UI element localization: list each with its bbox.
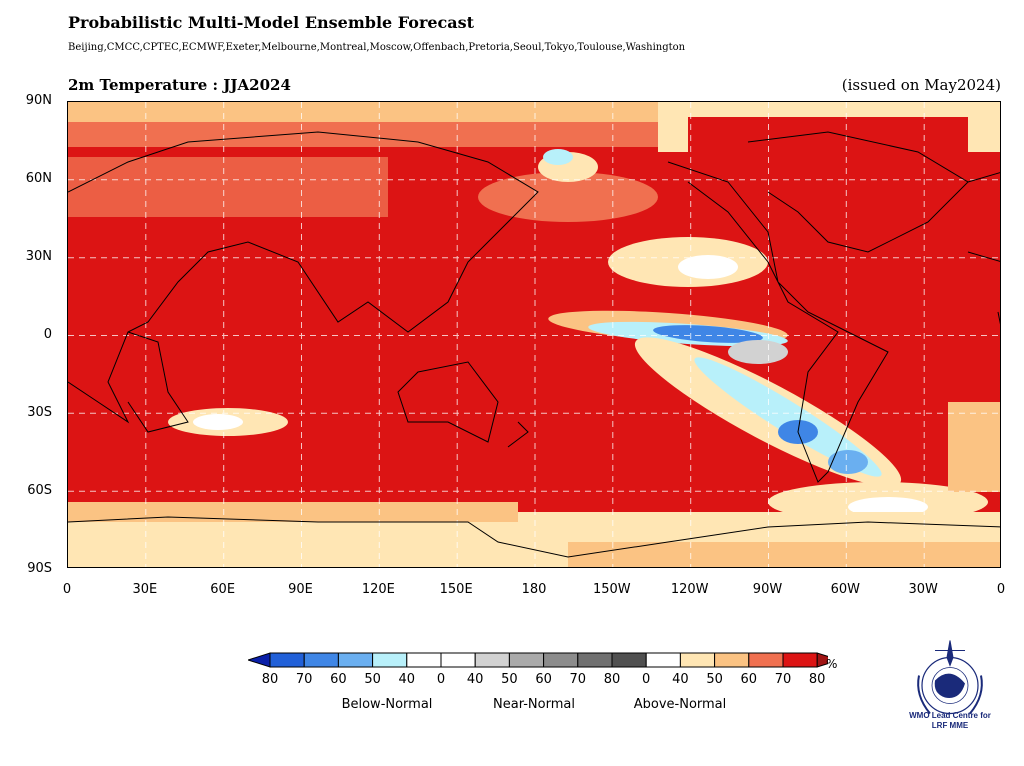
lat-label: 30N [25, 249, 52, 264]
colorbar-tick-label: 50 [706, 672, 723, 687]
colorbar-segment [508, 652, 545, 668]
colorbar-segment [303, 652, 339, 668]
colorbar-tick-label: 40 [398, 672, 416, 687]
lat-label: 90S [27, 561, 52, 576]
colorbar-tick-label: 50 [501, 672, 518, 687]
lat-label: 0 [43, 327, 52, 342]
colorbar-segment [440, 652, 476, 668]
colorbar-tick-label: 80 [808, 672, 826, 687]
colorbar-segment [406, 652, 442, 668]
colorbar-tick-label: 80 [261, 672, 279, 687]
category-below-normal: Below-Normal [341, 697, 433, 712]
colorbar-segment [372, 652, 408, 668]
colorbar-tick-label: 70 [774, 672, 792, 687]
colorbar-segment [543, 652, 579, 668]
colorbar-segment [269, 652, 305, 668]
colorbar-segment [337, 652, 374, 668]
variable-label: 2m Temperature : JJA2024 [68, 76, 291, 94]
colorbar-tick-label: 60 [535, 672, 552, 687]
graticule [68, 102, 1000, 567]
lon-label: 90W [752, 582, 783, 597]
lat-label: 60N [25, 171, 52, 186]
lon-label: 60W [830, 582, 861, 597]
colorbar-segment [782, 652, 818, 668]
lon-label: 150W [592, 582, 631, 597]
colorbar-extend-high [816, 652, 828, 668]
colorbar-tick-label: 70 [295, 672, 313, 687]
colorbar-segment [714, 652, 750, 668]
lon-label: 30E [132, 582, 158, 597]
colorbar-tick-label: 80 [603, 672, 621, 687]
forecast-map [67, 101, 1001, 568]
lat-label: 90N [25, 93, 52, 108]
colorbar-tick-label: 40 [466, 672, 484, 687]
colorbar-tick-label: 70 [569, 672, 587, 687]
lon-label: 0 [996, 582, 1006, 597]
lat-label: 60S [27, 483, 52, 498]
lon-label: 150E [439, 582, 473, 597]
colorbar-tick-label: 40 [672, 672, 689, 687]
logo-text: WMO Lead Centre for LRF MME [909, 711, 991, 730]
colorbar [248, 652, 828, 668]
colorbar-segment [611, 652, 647, 668]
colorbar-segment [474, 652, 510, 668]
models-list: Beijing,CMCC,CPTEC,ECMWF,Exeter,Melbourn… [68, 42, 686, 53]
colorbar-segment [748, 652, 784, 668]
lat-label: 30S [27, 405, 52, 420]
coastlines [68, 131, 1000, 558]
colorbar-segment [577, 652, 613, 668]
category-above-normal: Above-Normal [633, 697, 727, 712]
colorbar-segment [679, 652, 716, 668]
colorbar-tick-label: 50 [364, 672, 381, 687]
lon-label: 120W [670, 582, 709, 597]
lon-label: 180 [521, 582, 547, 597]
lon-label: 60E [210, 582, 236, 597]
lon-label: 90E [288, 582, 313, 597]
colorbar-tick-label: 60 [330, 672, 347, 687]
colorbar-segment [645, 652, 681, 668]
lon-label: 120E [361, 582, 395, 597]
issued-date: (issued on May2024) [841, 76, 1001, 94]
category-near-normal: Near-Normal [493, 697, 575, 712]
colorbar-tick-label: 0 [642, 672, 651, 687]
unit-label: % [826, 657, 838, 671]
lon-label: 30W [908, 582, 938, 597]
colorbar-tick-label: 0 [436, 672, 446, 687]
lon-label: 0 [62, 582, 72, 597]
wmo-logo [917, 640, 983, 715]
colorbar-tick-label: 60 [740, 672, 758, 687]
title: Probabilistic Multi-Model Ensemble Forec… [68, 13, 475, 32]
colorbar-extend-low [248, 652, 271, 668]
